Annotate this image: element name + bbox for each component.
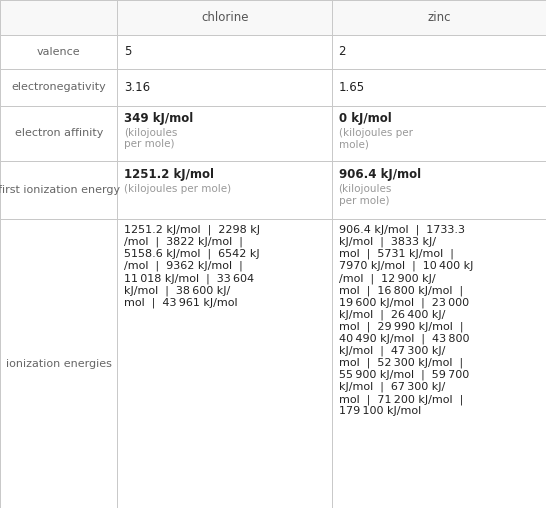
Text: 1251.2 kJ/mol: 1251.2 kJ/mol — [124, 168, 214, 181]
Text: 906.4 kJ/mol: 906.4 kJ/mol — [339, 168, 420, 181]
Text: zinc: zinc — [427, 11, 451, 24]
Bar — [0, 219, 546, 508]
Text: (kilojoules per
mole): (kilojoules per mole) — [339, 128, 413, 149]
Bar — [0, 0, 546, 35]
Text: 0 kJ/mol: 0 kJ/mol — [339, 112, 391, 125]
Bar — [0, 161, 546, 219]
Text: (kilojoules per mole): (kilojoules per mole) — [124, 184, 231, 194]
Bar — [0, 35, 546, 69]
Text: 2: 2 — [339, 45, 346, 58]
Text: electron affinity: electron affinity — [15, 128, 103, 138]
Text: 5: 5 — [124, 45, 132, 58]
Text: ionization energies: ionization energies — [6, 359, 111, 369]
Text: 3.16: 3.16 — [124, 81, 150, 94]
Text: first ionization energy: first ionization energy — [0, 185, 120, 195]
Text: (kilojoules
per mole): (kilojoules per mole) — [124, 128, 177, 149]
Bar — [0, 0, 546, 35]
Text: chlorine: chlorine — [201, 11, 248, 24]
Text: 1251.2 kJ/mol  |  2298 kJ
/mol  |  3822 kJ/mol  |
5158.6 kJ/mol  |  6542 kJ
/mol: 1251.2 kJ/mol | 2298 kJ /mol | 3822 kJ/m… — [124, 225, 260, 308]
Bar — [0, 69, 546, 106]
Text: 1.65: 1.65 — [339, 81, 365, 94]
Text: 906.4 kJ/mol  |  1733.3
kJ/mol  |  3833 kJ/
mol  |  5731 kJ/mol  |
7970 kJ/mol  : 906.4 kJ/mol | 1733.3 kJ/mol | 3833 kJ/ … — [339, 225, 473, 416]
Text: electronegativity: electronegativity — [11, 82, 106, 92]
Text: valence: valence — [37, 47, 80, 57]
Text: (kilojoules
per mole): (kilojoules per mole) — [339, 184, 392, 206]
Text: 349 kJ/mol: 349 kJ/mol — [124, 112, 193, 125]
Bar — [0, 106, 546, 161]
